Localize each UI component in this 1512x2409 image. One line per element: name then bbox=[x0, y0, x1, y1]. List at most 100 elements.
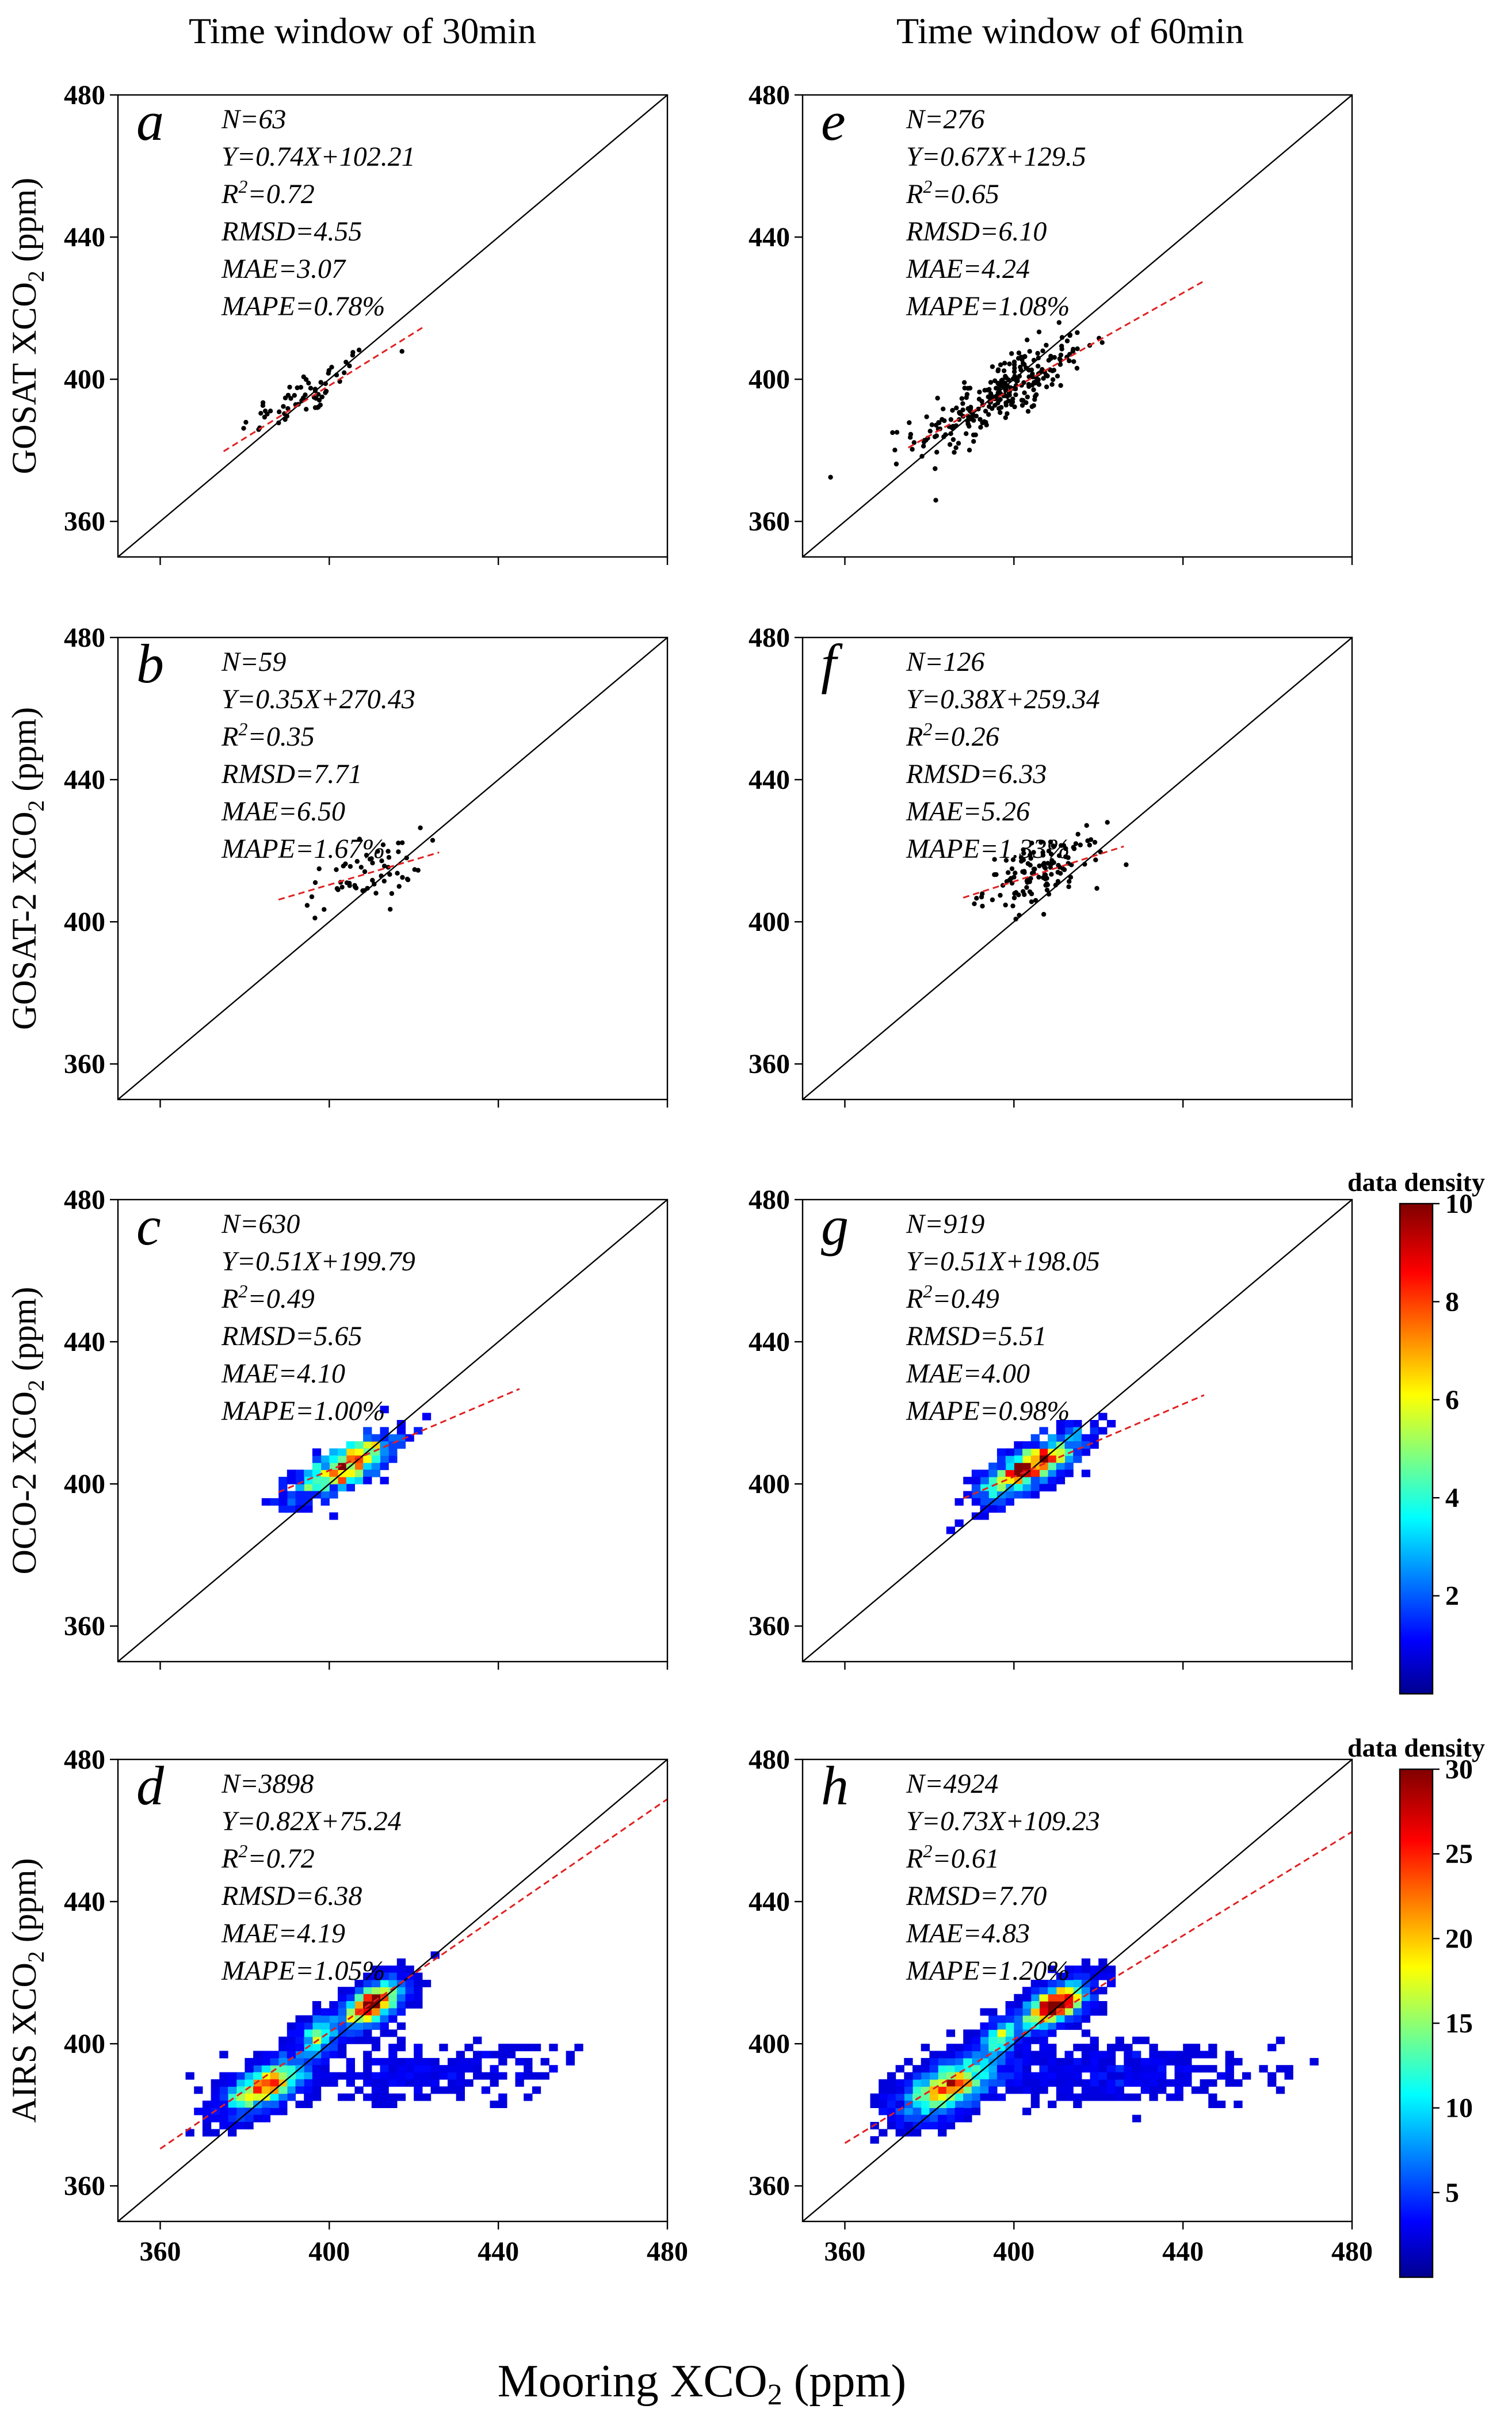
density-cell bbox=[1234, 2101, 1243, 2108]
data-point bbox=[998, 362, 1003, 368]
density-cell bbox=[1014, 2086, 1023, 2094]
density-cell bbox=[1073, 2065, 1082, 2073]
density-cell bbox=[295, 2029, 304, 2037]
density-cell bbox=[549, 2044, 558, 2052]
y-tick-label: 400 bbox=[64, 2029, 105, 2059]
density-cell bbox=[1005, 1498, 1014, 1506]
y-axis-label-sub: 2 bbox=[23, 270, 49, 282]
data-point bbox=[364, 853, 369, 858]
density-cell bbox=[1073, 1455, 1082, 1463]
data-point bbox=[396, 849, 401, 854]
density-cell bbox=[1158, 2079, 1167, 2087]
fit-line bbox=[159, 1798, 667, 2150]
density-cell bbox=[1056, 1463, 1066, 1471]
data-point bbox=[964, 392, 970, 397]
density-cell bbox=[980, 2036, 989, 2044]
density-cell bbox=[414, 2086, 423, 2094]
density-cell bbox=[946, 2114, 956, 2122]
panel-frame bbox=[117, 1758, 669, 2223]
density-cell bbox=[1276, 2065, 1285, 2073]
density-cell bbox=[1090, 2008, 1099, 2016]
data-point bbox=[1068, 875, 1074, 880]
plot-area-c bbox=[118, 1200, 667, 1662]
data-point bbox=[1003, 402, 1009, 408]
data-point bbox=[387, 872, 392, 877]
data-point bbox=[241, 426, 246, 431]
density-cell bbox=[1064, 2015, 1074, 2023]
density-cell bbox=[1048, 2065, 1057, 2073]
density-cell bbox=[396, 2072, 406, 2080]
colorbar-tick-label: 4 bbox=[1445, 1483, 1459, 1513]
density-cell bbox=[304, 2036, 313, 2044]
data-point bbox=[1029, 841, 1034, 846]
density-cell bbox=[1183, 2057, 1192, 2066]
density-cell bbox=[388, 2029, 398, 2037]
density-cell bbox=[278, 2101, 288, 2108]
density-cell bbox=[354, 2086, 364, 2094]
density-cell bbox=[921, 2093, 930, 2101]
density-cell bbox=[422, 2065, 432, 2073]
density-cell bbox=[988, 2008, 998, 2016]
density-cell bbox=[346, 1987, 355, 1995]
density-cell bbox=[963, 2086, 972, 2094]
density-cell bbox=[980, 2008, 989, 2016]
density-cell bbox=[320, 2015, 330, 2023]
stat-r2-base: R bbox=[906, 721, 923, 752]
density-cell bbox=[1064, 1455, 1074, 1463]
density-cell bbox=[540, 2072, 549, 2080]
data-point bbox=[921, 444, 926, 449]
density-cell bbox=[1056, 2008, 1066, 2016]
density-cell bbox=[1267, 2079, 1277, 2087]
density-cell bbox=[1022, 2001, 1032, 2009]
density-cell bbox=[1039, 2044, 1048, 2052]
stat-r2-value: =0.35 bbox=[247, 721, 314, 752]
density-cell bbox=[1174, 2057, 1183, 2066]
density-cell bbox=[338, 1476, 347, 1484]
density-cell bbox=[456, 2065, 465, 2073]
density-cell bbox=[253, 2057, 262, 2066]
density-cell bbox=[396, 2093, 406, 2101]
density-cell bbox=[405, 2001, 414, 2009]
density-cell bbox=[312, 2057, 322, 2066]
density-cell bbox=[988, 1463, 998, 1471]
density-cell bbox=[963, 1476, 972, 1484]
density-cell bbox=[346, 2065, 355, 2073]
density-cell bbox=[1064, 1420, 1074, 1427]
density-cell bbox=[329, 1469, 338, 1478]
data-point bbox=[1105, 820, 1110, 825]
data-point bbox=[960, 407, 965, 413]
density-cell bbox=[1098, 2001, 1108, 2009]
density-cell bbox=[380, 2008, 389, 2016]
data-point bbox=[282, 395, 288, 400]
data-point bbox=[1006, 398, 1011, 404]
density-cell bbox=[1064, 2065, 1074, 2073]
density-cell bbox=[388, 2015, 398, 2023]
density-cell bbox=[1056, 1448, 1066, 1456]
density-cell bbox=[1132, 2114, 1141, 2122]
density-cell bbox=[1022, 1455, 1032, 1463]
density-cell bbox=[938, 2129, 947, 2137]
stat-r2-sup: 2 bbox=[923, 719, 932, 739]
density-cell bbox=[371, 1987, 381, 1995]
data-point bbox=[911, 440, 917, 445]
data-point bbox=[947, 442, 953, 447]
density-cell bbox=[414, 2001, 423, 2009]
density-cell bbox=[490, 2079, 499, 2087]
density-cell bbox=[1022, 2065, 1032, 2073]
density-cell bbox=[1022, 2044, 1032, 2052]
density-cell bbox=[1081, 1448, 1091, 1456]
stat-rmsd: RMSD=6.33 bbox=[906, 759, 1047, 789]
density-cell bbox=[1048, 1469, 1057, 1478]
data-point bbox=[962, 385, 967, 391]
stat-r2: R2=0.72 bbox=[221, 1841, 315, 1874]
data-point bbox=[1048, 839, 1053, 845]
density-cell bbox=[219, 2122, 228, 2129]
density-cell bbox=[1081, 2015, 1091, 2023]
y-tick-label: 480 bbox=[749, 1744, 790, 1775]
stat-n: N=4924 bbox=[906, 1769, 998, 1799]
density-cell bbox=[396, 2001, 406, 2009]
data-point bbox=[386, 855, 392, 860]
density-cell bbox=[1048, 1434, 1057, 1442]
density-cell bbox=[261, 2101, 271, 2108]
density-cell bbox=[963, 2072, 972, 2080]
